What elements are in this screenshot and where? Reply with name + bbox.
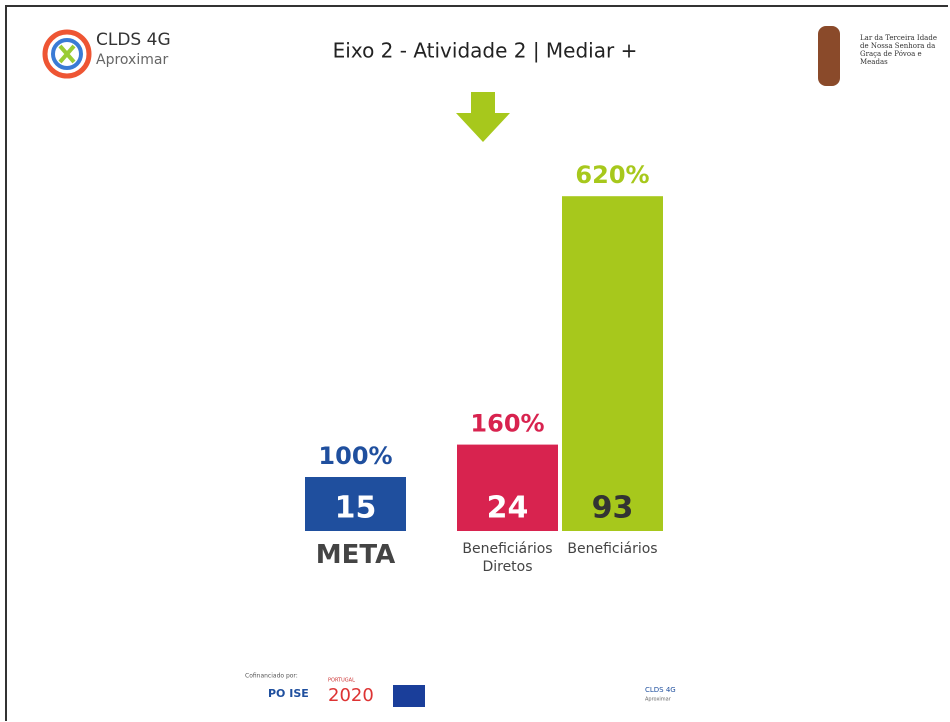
footer-logo: PO ISE: [268, 687, 309, 700]
footer-logo: 2020: [328, 685, 374, 706]
footer-logo: PORTUGAL: [328, 678, 355, 684]
footer-logo: CLDS 4G: [645, 686, 676, 694]
category-label: Beneficiários Diretos: [447, 540, 568, 576]
partner-logo: [818, 26, 840, 86]
value-label: 15: [335, 491, 377, 526]
bar: [562, 196, 663, 531]
logo-mark: [60, 46, 74, 62]
logo-title: CLDS 4G: [96, 30, 171, 50]
cofinanced: Cofinanciado por:: [245, 673, 298, 680]
arrow: [456, 92, 510, 142]
chart-title: Eixo 2 - Atividade 2 | Mediar +: [333, 39, 638, 63]
chart: CLDS 4G Aproximar Eixo 2 - Atividade 2 |…: [0, 0, 950, 722]
category-label: Beneficiários: [552, 540, 673, 558]
percentage-label: 100%: [318, 442, 392, 470]
value-label: 24: [487, 491, 529, 526]
footer-logo: Aproximar: [645, 697, 672, 703]
percentage-label: 620%: [575, 161, 649, 189]
page: CLDS 4G Aproximar Eixo 2 - Atividade 2 |…: [0, 0, 950, 722]
eu-flag: [393, 685, 425, 707]
logo-subtitle: Aproximar: [96, 52, 168, 68]
category-label: META: [295, 538, 416, 572]
partner-name: Lar da Terceira Idade de Nossa Senhora d…: [860, 34, 946, 66]
percentage-label: 160%: [470, 410, 544, 438]
value-label: 93: [592, 491, 634, 526]
